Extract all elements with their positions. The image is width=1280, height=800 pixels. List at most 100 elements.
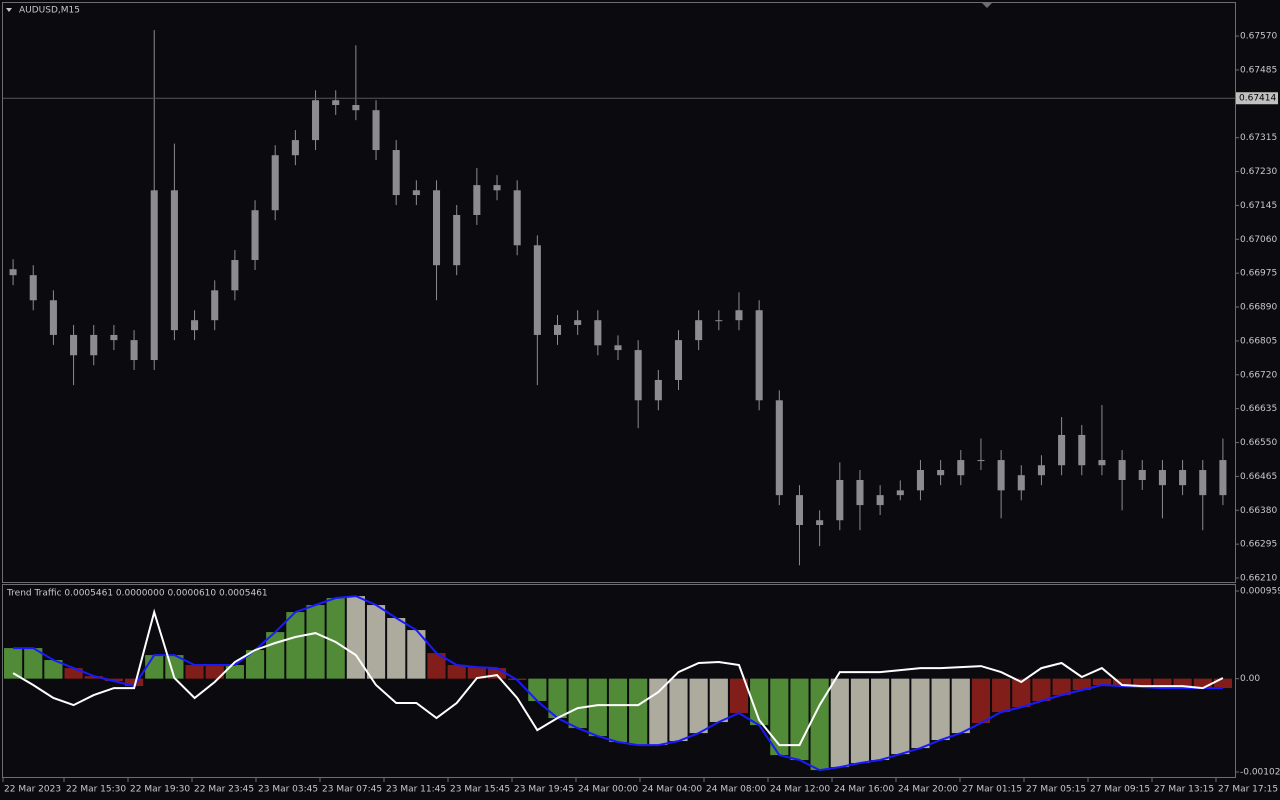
histogram-bar <box>568 678 587 729</box>
x-tick-label: 22 Mar 2023 <box>4 785 61 795</box>
x-tick-label: 22 Mar 19:30 <box>130 785 190 795</box>
histogram-bar <box>629 678 648 746</box>
histogram-bar <box>548 678 567 719</box>
y-tick-label: 0.67230 <box>1240 167 1277 177</box>
candle-body <box>332 100 340 106</box>
price-panel <box>2 2 1236 583</box>
candle-body <box>574 320 582 325</box>
histogram-bar <box>366 605 386 679</box>
y-tick-label: 0.66210 <box>1240 574 1277 584</box>
histogram-bar <box>951 678 970 734</box>
last-price-label: 0.67414 <box>1239 94 1276 104</box>
y-tick-label: 0.67060 <box>1240 235 1277 245</box>
candle-body <box>473 185 481 215</box>
histogram-bar <box>971 678 991 724</box>
histogram-bar <box>1032 678 1051 702</box>
candle-body <box>695 320 703 341</box>
histogram-bar <box>1133 678 1152 688</box>
candle-body <box>372 110 380 151</box>
symbol-menu-arrow[interactable] <box>6 8 12 12</box>
candle-body <box>654 379 662 401</box>
candle-body <box>1179 470 1187 486</box>
candle-body <box>170 190 178 331</box>
histogram-bar <box>608 678 628 743</box>
histogram-bar <box>729 678 749 714</box>
candle-body <box>70 334 78 356</box>
candle-body <box>291 140 299 156</box>
histogram-bar <box>124 678 144 687</box>
histogram-bar <box>1213 678 1232 689</box>
candle-body <box>533 245 541 335</box>
x-tick-label: 24 Mar 20:00 <box>898 785 958 795</box>
x-tick-label: 24 Mar 00:00 <box>578 785 638 795</box>
x-tick-label: 27 Mar 09:15 <box>1090 785 1150 795</box>
histogram-bar <box>467 667 486 679</box>
y-tick-label: 0.0009597 <box>1240 587 1280 597</box>
x-tick-label: 24 Mar 12:00 <box>770 785 830 795</box>
y-tick-label: 0.66720 <box>1240 370 1277 380</box>
x-tick-label: 23 Mar 07:45 <box>322 785 382 795</box>
candle-body <box>412 190 420 196</box>
histogram-bar <box>770 678 789 756</box>
candle-body <box>1037 465 1045 476</box>
x-tick-label: 27 Mar 05:15 <box>1026 785 1086 795</box>
candle-body <box>816 520 824 526</box>
candle-body <box>1098 460 1106 466</box>
y-tick-label: 0.66890 <box>1240 303 1277 313</box>
histogram-bar <box>346 596 365 679</box>
candle-body <box>1199 470 1207 496</box>
price-plot <box>3 30 1235 566</box>
histogram-bar <box>447 665 466 679</box>
y-tick-label: 0.66975 <box>1240 269 1277 279</box>
candle-body <box>211 290 219 321</box>
x-tick-label: 22 Mar 23:45 <box>194 785 254 795</box>
candle-body <box>1158 470 1166 486</box>
candle-body <box>9 269 17 276</box>
histogram-bar <box>1052 678 1071 696</box>
histogram-bar <box>1012 678 1031 708</box>
x-tick-label: 24 Mar 04:00 <box>642 785 702 795</box>
x-tick-label: 24 Mar 16:00 <box>834 785 894 795</box>
candle-body <box>49 300 57 335</box>
y-tick-label: 0.66380 <box>1240 506 1277 516</box>
histogram-bar <box>830 678 849 768</box>
histogram-bar <box>750 678 769 726</box>
candle-body <box>110 334 118 341</box>
histogram-bar <box>1113 678 1132 687</box>
histogram-bar <box>286 612 305 679</box>
histogram-bar <box>1092 678 1112 686</box>
shift-marker[interactable] <box>982 3 992 8</box>
y-tick-label: 0.66295 <box>1240 540 1277 550</box>
x-tick-label: 23 Mar 15:45 <box>450 785 510 795</box>
candle-body <box>191 320 199 331</box>
candle-body <box>937 470 945 476</box>
y-tick-label: 0.66805 <box>1240 336 1277 346</box>
candle-body <box>755 310 763 401</box>
candle-body <box>453 214 461 266</box>
histogram-bar <box>649 678 668 746</box>
histogram-bar <box>387 618 406 679</box>
y-tick-label: 0.67315 <box>1240 133 1277 143</box>
histogram-bar <box>427 653 446 679</box>
histogram-bar <box>1153 678 1172 689</box>
candle-body <box>130 340 138 361</box>
candle-body <box>735 310 743 321</box>
candle-body <box>1078 434 1086 466</box>
histogram-bar <box>992 678 1011 713</box>
histogram-bar <box>185 665 204 679</box>
histogram-bar <box>850 678 870 764</box>
histogram-bar <box>588 678 607 737</box>
candle-body <box>1219 460 1227 496</box>
candle-body <box>856 479 864 506</box>
signal-line <box>12 608 1224 747</box>
candle-body <box>432 190 441 266</box>
histogram-bar <box>891 678 910 755</box>
candle-body <box>90 334 98 356</box>
candle-body <box>957 460 965 476</box>
candle-body <box>715 320 723 322</box>
candle-body <box>493 185 501 191</box>
y-tick-label: 0.00 <box>1240 674 1260 684</box>
candle-body <box>896 490 904 496</box>
